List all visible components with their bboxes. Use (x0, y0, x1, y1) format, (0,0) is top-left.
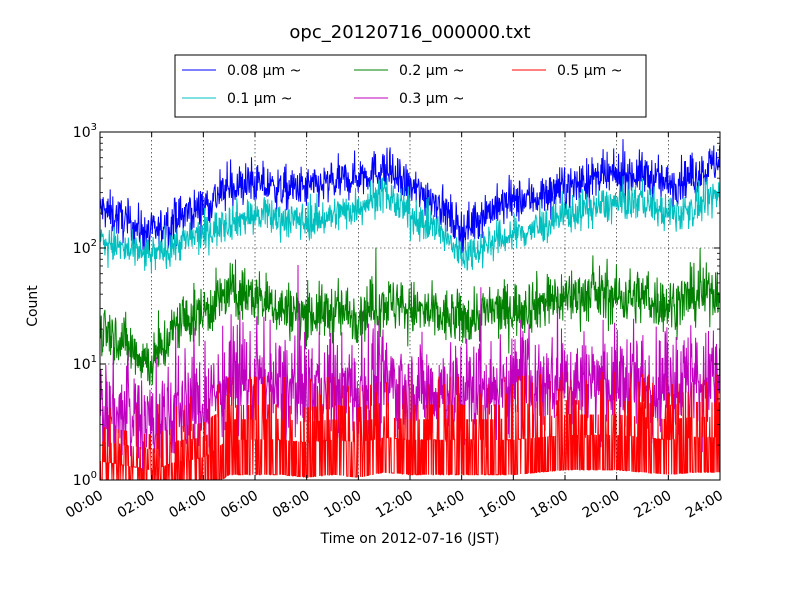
y-tick-label: 101 (73, 354, 97, 373)
y-axis-label: Count (25, 285, 41, 327)
legend-label-3: 0.2 μm ~ (399, 63, 464, 79)
series-line-3 (100, 247, 720, 386)
legend-label-2: 0.1 μm ~ (227, 91, 292, 107)
y-tick-label: 103 (73, 122, 97, 141)
legend-label-4: 0.3 μm ~ (399, 91, 464, 107)
series-line-5 (100, 371, 720, 480)
legend: 0.08 μm ~ 0.1 μm ~ 0.2 μm ~ 0.3 μm ~ 0.5 μm … (174, 54, 647, 118)
legend-label-1: 0.08 μm ~ (227, 63, 301, 79)
y-tick-label: 100 (73, 470, 97, 489)
y-tick-label: 102 (73, 238, 97, 257)
series-line-2 (100, 176, 720, 273)
legend-label-5: 0.5 μm ~ (557, 63, 622, 79)
x-axis-label: Time on 2012-07-16 (JST) (320, 531, 500, 547)
plot-area (100, 139, 720, 480)
y-axis-ticks: 100 101 102 103 (73, 122, 720, 489)
series-line-1 (100, 139, 720, 255)
legend-box (174, 54, 647, 118)
chart-title: opc_20120716_000000.txt (289, 22, 530, 43)
